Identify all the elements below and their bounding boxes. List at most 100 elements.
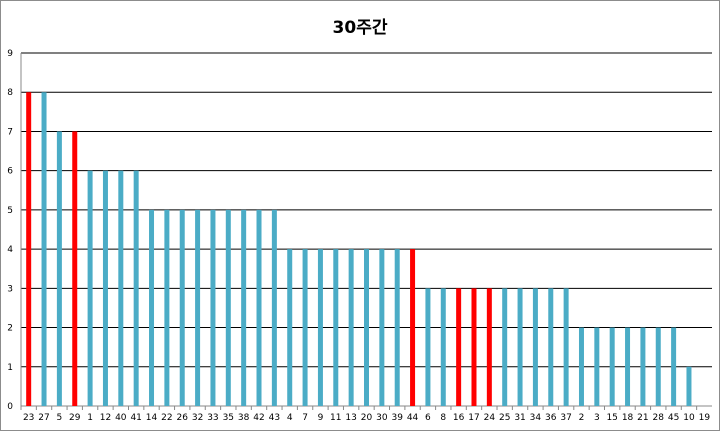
bar-27 <box>41 92 47 406</box>
bar-3 <box>594 327 600 406</box>
x-tick-label: 23 <box>23 413 34 423</box>
x-tick-label: 36 <box>545 413 557 423</box>
y-tick-label: 7 <box>7 127 13 137</box>
bar-29 <box>72 131 78 406</box>
bar-23 <box>26 92 32 406</box>
x-tick-label: 21 <box>637 413 648 423</box>
bar-38 <box>241 209 247 406</box>
y-tick-label: 6 <box>7 167 13 177</box>
bar-2 <box>578 327 584 406</box>
x-tick-label: 29 <box>69 413 81 423</box>
y-tick-label: 8 <box>7 88 13 98</box>
x-tick-label: 27 <box>38 413 49 423</box>
bar-33 <box>210 209 216 406</box>
x-tick-label: 25 <box>499 413 510 423</box>
bar-13 <box>348 249 354 406</box>
bar-30 <box>379 249 385 406</box>
x-tick-label: 9 <box>318 413 324 423</box>
bar-10 <box>686 366 692 406</box>
bar-14 <box>149 209 155 406</box>
x-tick-label: 3 <box>594 413 600 423</box>
bar-28 <box>655 327 661 406</box>
x-tick-label: 4 <box>287 413 293 423</box>
x-tick-label: 14 <box>146 413 158 423</box>
x-tick-label: 22 <box>161 413 172 423</box>
bar-17 <box>471 288 477 406</box>
bar-22 <box>164 209 170 406</box>
bar-26 <box>179 209 185 406</box>
x-tick-label: 18 <box>622 413 634 423</box>
x-tick-label: 8 <box>440 413 446 423</box>
y-tick-label: 9 <box>7 49 13 59</box>
x-tick-label: 15 <box>606 413 617 423</box>
bar-37 <box>563 288 569 406</box>
bar-1 <box>87 170 93 406</box>
bar-44 <box>410 249 416 406</box>
x-tick-label: 34 <box>530 413 542 423</box>
x-tick-label: 16 <box>453 413 465 423</box>
x-tick-label: 6 <box>425 413 431 423</box>
x-tick-label: 26 <box>177 413 189 423</box>
x-tick-label: 39 <box>391 413 403 423</box>
x-tick-label: 45 <box>668 413 679 423</box>
bar-6 <box>425 288 431 406</box>
bar-40 <box>118 170 124 406</box>
x-tick-label: 24 <box>484 413 496 423</box>
bar-31 <box>517 288 523 406</box>
x-tick-label: 20 <box>361 413 373 423</box>
y-tick-label: 1 <box>7 363 13 373</box>
bar-16 <box>456 288 462 406</box>
y-tick-label: 5 <box>7 206 13 216</box>
bar-35 <box>225 209 231 406</box>
bar-15 <box>609 327 615 406</box>
bar-39 <box>394 249 400 406</box>
x-tick-label: 12 <box>100 413 111 423</box>
x-tick-label: 37 <box>560 413 571 423</box>
x-tick-label: 7 <box>302 413 308 423</box>
x-tick-label: 44 <box>407 413 419 423</box>
bar-34 <box>532 288 538 406</box>
bar-24 <box>486 288 492 406</box>
bar-41 <box>133 170 139 406</box>
bar-8 <box>440 288 446 406</box>
x-tick-label: 30 <box>376 413 388 423</box>
bar-4 <box>287 249 293 406</box>
bar-43 <box>271 209 277 406</box>
chart-title: 30주간 <box>332 18 388 38</box>
x-tick-label: 2 <box>579 413 585 423</box>
bar-12 <box>102 170 108 406</box>
x-tick-label: 41 <box>130 413 141 423</box>
x-tick-label: 43 <box>269 413 280 423</box>
y-tick-label: 0 <box>7 402 13 412</box>
bar-11 <box>333 249 339 406</box>
x-tick-label: 40 <box>115 413 127 423</box>
x-tick-label: 28 <box>653 413 665 423</box>
y-tick-label: 4 <box>7 245 13 255</box>
x-tick-label: 13 <box>345 413 356 423</box>
y-tick-label: 3 <box>7 284 13 294</box>
bar-25 <box>502 288 508 406</box>
bar-18 <box>625 327 631 406</box>
bar-36 <box>548 288 554 406</box>
bar-45 <box>671 327 677 406</box>
bar-7 <box>302 249 308 406</box>
x-tick-label: 11 <box>330 413 341 423</box>
bar-9 <box>317 249 323 406</box>
x-tick-label: 17 <box>468 413 479 423</box>
x-tick-label: 31 <box>514 413 525 423</box>
bar-42 <box>256 209 262 406</box>
bar-20 <box>364 249 369 406</box>
bar-5 <box>56 131 62 406</box>
bar-21 <box>640 327 646 406</box>
y-tick-label: 2 <box>7 324 13 334</box>
bar-32 <box>195 209 201 406</box>
x-tick-label: 10 <box>683 413 695 423</box>
x-tick-label: 42 <box>253 413 264 423</box>
x-tick-label: 19 <box>699 413 711 423</box>
x-tick-label: 33 <box>207 413 218 423</box>
x-tick-label: 35 <box>223 413 234 423</box>
x-tick-label: 38 <box>238 413 250 423</box>
x-tick-label: 5 <box>57 413 63 423</box>
